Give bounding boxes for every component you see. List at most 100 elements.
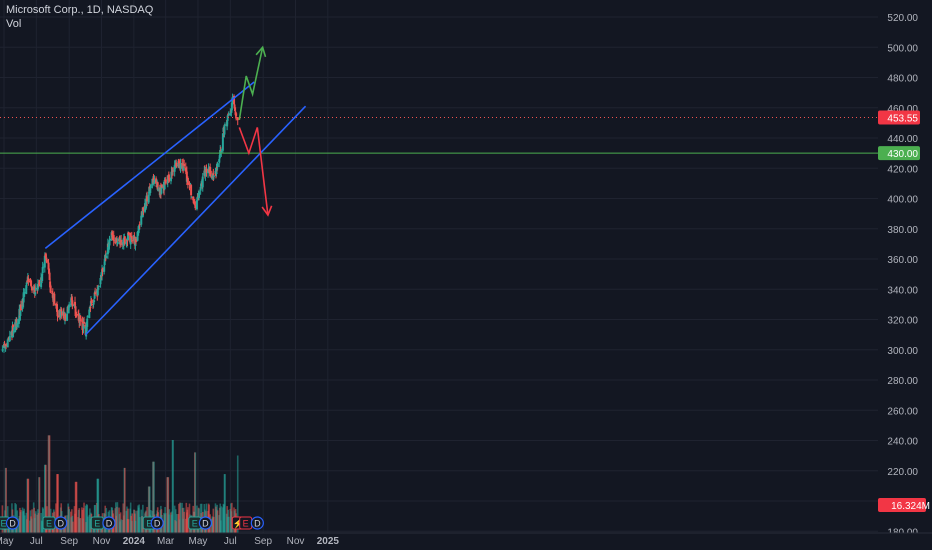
event-marker-dividend[interactable]: D — [5, 516, 20, 530]
volume-tag-text: 16.324M — [891, 501, 930, 512]
candle-body — [7, 339, 10, 341]
candle-body — [233, 104, 236, 109]
candle-body — [220, 151, 223, 153]
candle-body — [201, 176, 204, 188]
candle-body — [131, 240, 134, 242]
price-tick-label: 520.00 — [887, 13, 918, 24]
candle-body — [167, 174, 170, 180]
event-marker-label: E — [243, 519, 249, 529]
event-markers[interactable]: E D E D E D E D E D ⚡E D — [0, 516, 264, 530]
event-marker-earnings-upcoming[interactable]: E — [239, 516, 253, 530]
candle-body — [205, 169, 208, 173]
candle-body — [4, 347, 7, 349]
candle-body — [200, 184, 203, 187]
candle-body — [204, 169, 207, 177]
candle-body — [82, 323, 85, 329]
time-axis[interactable]: May Jul Sep Nov 2024 Mar May Jul Sep Nov 2025 — [0, 532, 932, 550]
price-axis-background — [878, 0, 932, 550]
candle-body — [146, 196, 149, 202]
volume-bar — [173, 505, 176, 533]
candle-body — [32, 286, 35, 290]
time-tick-label: May — [0, 536, 13, 547]
event-marker-circle — [150, 516, 164, 530]
volume-bar — [213, 516, 215, 533]
volume-bar — [23, 515, 26, 533]
support-level-tag-text: 430.00 — [887, 149, 918, 160]
volume-bar — [45, 464, 47, 533]
volume-bar — [57, 474, 59, 533]
candle-body — [219, 149, 222, 152]
candle-body — [51, 292, 54, 298]
candle-body — [175, 165, 178, 167]
candle-body — [62, 312, 65, 319]
volume-bar — [75, 481, 78, 533]
trendline-drawings[interactable] — [0, 45, 932, 336]
candle-body — [81, 329, 84, 331]
candle-body — [136, 231, 139, 241]
candle-body — [26, 281, 29, 283]
event-marker-dividend[interactable]: D — [198, 516, 212, 530]
volume-tag-bg — [878, 498, 926, 512]
volume-bar — [127, 519, 130, 533]
event-marker-circle — [54, 516, 68, 530]
candle-body — [74, 301, 77, 306]
volume-bar — [35, 511, 37, 533]
candle-body — [224, 124, 227, 126]
time-tick-label: May — [189, 536, 208, 547]
event-marker-dividend[interactable]: D — [54, 516, 68, 530]
event-marker-dividend[interactable]: D — [150, 516, 164, 530]
volume-legend-label[interactable]: Vol — [6, 18, 22, 30]
candle-body — [96, 289, 99, 296]
candle-body — [45, 257, 48, 261]
event-marker-label: ⚡ — [233, 518, 244, 530]
price-axis[interactable]: 520.00 500.00 480.00 460.00 440.00 420.00 400.… — [878, 0, 932, 550]
volume-bar — [183, 511, 185, 533]
channel-upper-line — [44, 81, 255, 250]
candle-body — [134, 238, 137, 246]
candle-body — [189, 183, 192, 188]
candle-body — [195, 200, 198, 210]
candle-body — [166, 181, 169, 183]
candle-body — [42, 266, 45, 268]
candle-body — [28, 281, 31, 283]
candle-body — [137, 230, 140, 233]
candle-body — [30, 286, 33, 288]
candle-body — [216, 163, 219, 167]
support-level-tag: 430.00 — [878, 146, 920, 161]
volume-bar — [5, 467, 7, 533]
candle-body — [23, 293, 26, 295]
candle-body — [231, 97, 234, 105]
volume-bar — [220, 506, 223, 533]
candle-body — [47, 262, 50, 270]
candle-body — [182, 165, 185, 171]
time-tick-label: Jul — [30, 536, 43, 547]
volume-bar — [148, 486, 151, 533]
event-marker-earnings[interactable]: E — [188, 516, 202, 530]
symbol-title[interactable]: Microsoft Corp., 1D, NASDAQ — [6, 4, 154, 16]
candle-body — [234, 112, 237, 115]
bullish-arrow-head — [255, 45, 267, 58]
event-marker-label: E — [192, 519, 198, 529]
candle-body — [178, 162, 181, 168]
candle-body — [130, 235, 133, 239]
volume-bar — [38, 477, 41, 533]
event-marker-earnings[interactable]: E — [42, 516, 56, 530]
candle-body — [173, 165, 176, 172]
candle-body — [97, 286, 100, 288]
candle-body — [141, 208, 144, 217]
event-marker-dividend[interactable]: D — [250, 516, 264, 530]
candle-body — [109, 238, 111, 241]
candle-body — [151, 178, 154, 186]
volume-bar — [86, 516, 89, 533]
volume-bar — [27, 478, 30, 533]
event-marker-dividend[interactable]: D — [102, 516, 116, 530]
volume-bar — [72, 521, 74, 533]
price-tick-label: 260.00 — [887, 406, 918, 417]
candle-body — [70, 297, 73, 301]
candle-body — [80, 320, 83, 322]
candle-body — [218, 159, 221, 163]
candle-body — [25, 285, 28, 294]
event-marker-earnings[interactable]: E — [90, 516, 104, 530]
